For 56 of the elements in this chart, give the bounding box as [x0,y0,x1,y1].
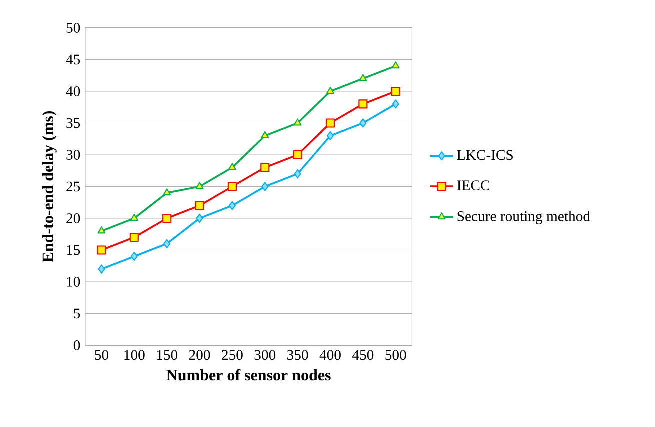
point [359,74,368,82]
x-tick-label: 500 [386,350,406,360]
point [164,239,171,248]
point [97,246,106,255]
x-tick-label: 400 [320,350,341,360]
point [130,233,139,242]
point [228,201,236,210]
x-tick-label: 150 [157,350,178,360]
y-tick-label: 25 [66,182,80,192]
point [228,182,237,192]
y-axis-title: End-to-end delay (ms) [42,112,57,263]
y-tick-label: 10 [67,277,80,288]
point [228,163,236,170]
y-tick-label: 45 [66,54,80,65]
point [294,170,302,179]
point [360,118,367,128]
y-tick-label: 50 [66,23,80,34]
point [196,214,204,224]
point [162,214,172,224]
y-tick-label: 40 [66,86,80,97]
x-tick-label: 350 [288,350,308,360]
point [98,226,106,234]
x-tick-label: 450 [352,350,374,360]
x-axis-title: Number of sensor nodes [166,369,331,381]
point [294,118,302,126]
point [358,100,368,109]
point [261,131,270,139]
point [392,62,400,69]
y-tick-label: 20 [66,214,80,224]
point [326,87,334,94]
y-tick-label: 0 [74,340,80,351]
point [163,188,172,196]
y-tick-label: 35 [66,118,80,128]
y-tick-label: 15 [67,245,80,256]
legend-label: Secure routing method [458,211,590,224]
point [195,201,204,210]
point [326,131,334,141]
x-tick-label: 300 [254,350,276,360]
point [391,87,400,96]
legend-label: LKC-ICS [457,150,513,160]
legend-label: IECC [457,180,490,191]
point [293,150,302,160]
y-tick-label: 5 [74,308,80,319]
point [130,214,138,222]
x-tick-label: 50 [95,350,109,360]
x-tick-label: 100 [124,350,145,360]
x-tick-label: 200 [189,350,210,360]
point [260,163,270,172]
point [392,100,400,109]
point [326,118,336,128]
y-tick-label: 30 [66,150,80,160]
point [130,252,138,262]
point [262,182,269,192]
point [196,182,204,190]
x-tick-label: 250 [222,350,243,360]
point [98,264,106,274]
